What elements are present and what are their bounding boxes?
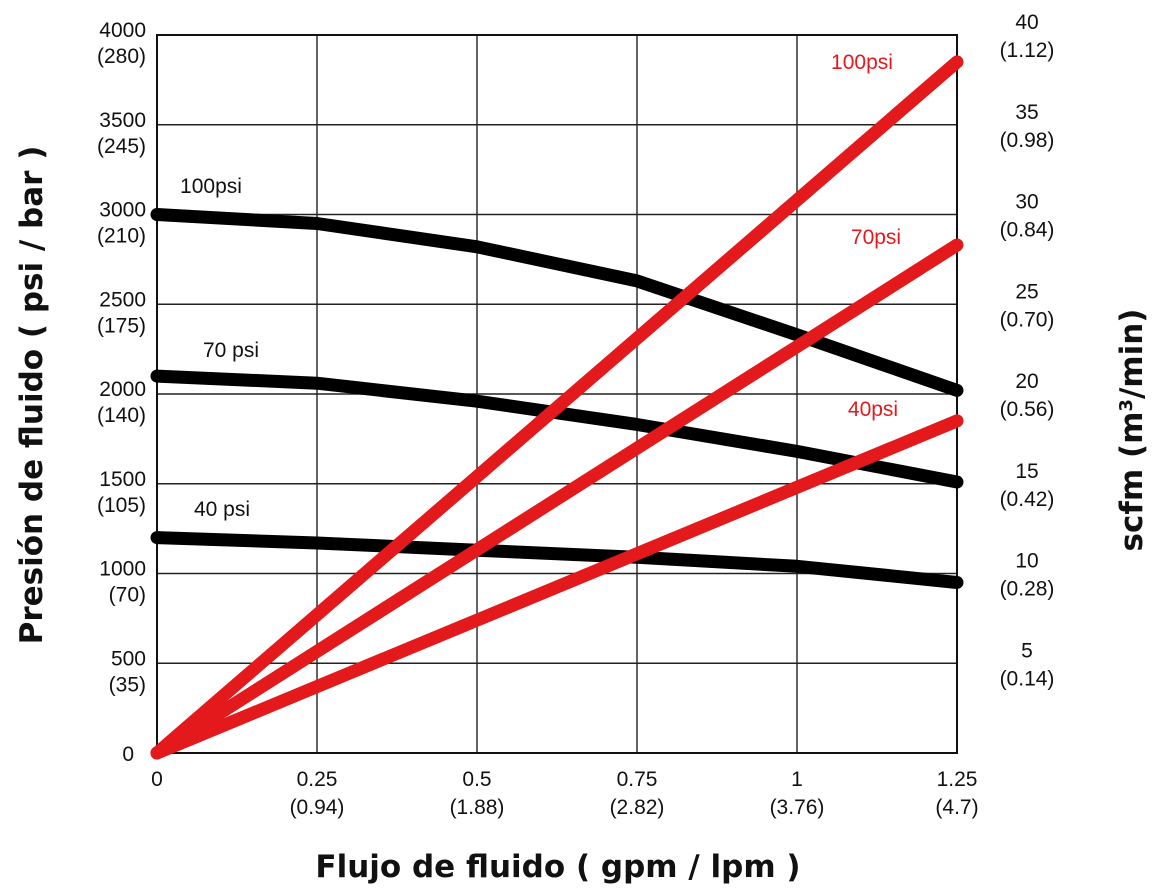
y2-tick-label: 15: [1015, 460, 1038, 483]
x-tick-label: 1: [791, 768, 803, 791]
y2-tick-label: 40: [1015, 11, 1038, 34]
y2-tick-sublabel: (0.28): [1000, 578, 1055, 601]
y2-tick-label: 30: [1015, 191, 1038, 214]
series-line-right-70psi: [150, 238, 964, 760]
y2-tick-sublabel: (0.84): [1000, 219, 1055, 242]
y-tick-label: 1000: [99, 558, 146, 581]
y-tick-sublabel: (35): [109, 673, 146, 696]
y-tick-label: 2000: [99, 378, 146, 401]
y-tick-label: 3500: [99, 109, 146, 132]
series-label: 70psi: [851, 226, 901, 249]
x-tick-sublabel: (1.88): [450, 796, 505, 819]
x-tick-label: 0.5: [462, 768, 491, 791]
y2-tick-label: 35: [1015, 101, 1038, 124]
y2-tick-label: 5: [1021, 639, 1033, 662]
x-tick-sublabel: (4.7): [935, 796, 978, 819]
y-tick-label: 0: [122, 743, 134, 766]
series-line-left-100psi: [150, 208, 964, 397]
x-tick-label: 0.25: [297, 768, 338, 791]
y-tick-sublabel: (245): [97, 135, 146, 158]
y2-axis-title-suffix: /min): [1114, 309, 1150, 400]
y2-tick-sublabel: (0.14): [1000, 667, 1055, 690]
x-tick-label: 1.25: [937, 768, 978, 791]
series-label: 40 psi: [194, 498, 250, 521]
y2-axis-title-sup: 3: [1116, 399, 1137, 412]
y-tick-label: 4000: [99, 19, 146, 42]
y2-tick-sublabel: (0.98): [1000, 129, 1055, 152]
y-tick-sublabel: (175): [97, 314, 146, 337]
y2-tick-sublabel: (0.56): [1000, 398, 1055, 421]
y2-tick-label: 25: [1015, 280, 1038, 303]
y-tick-sublabel: (210): [97, 225, 146, 248]
y2-tick-label: 20: [1015, 370, 1038, 393]
series-label: 100psi: [831, 51, 893, 74]
y2-tick-label: 10: [1015, 550, 1038, 573]
x-tick-sublabel: (0.94): [290, 796, 345, 819]
x-tick-label: 0: [151, 768, 163, 791]
x-tick-sublabel: (2.82): [610, 796, 665, 819]
series-label: 70 psi: [203, 339, 259, 362]
y-tick-sublabel: (280): [97, 45, 146, 68]
series-label: 40psi: [848, 398, 898, 421]
series-layer: [150, 55, 964, 760]
y-axis-title: Presión de fluido ( psi / bar ): [14, 146, 50, 645]
tick-layer: 0 0.25 (0.94) 0.5 (1.88) 0.75 (2.82) 1 (3.76) 1.2…: [97, 11, 1054, 819]
series-line-right-40psi: [150, 414, 964, 760]
x-tick-sublabel: (3.76): [770, 796, 825, 819]
x-tick-label: 0.75: [617, 768, 658, 791]
y2-tick-sublabel: (1.12): [1000, 39, 1055, 62]
series-line-left-40psi: [150, 531, 964, 589]
series-line-right-100psi: [150, 55, 964, 760]
series-label: 100psi: [180, 175, 242, 198]
y2-tick-sublabel: (0.42): [1000, 488, 1055, 511]
y-tick-label: 2500: [99, 288, 146, 311]
y2-tick-sublabel: (0.70): [1000, 308, 1055, 331]
y-tick-sublabel: (105): [97, 494, 146, 517]
y2-axis-title-prefix: scfm (m: [1114, 412, 1150, 552]
y-tick-sublabel: (70): [109, 584, 146, 607]
y-tick-label: 3000: [99, 199, 146, 222]
y-tick-sublabel: (140): [97, 404, 146, 427]
y-tick-label: 500: [111, 647, 146, 670]
series-label-layer: 100psi 70 psi 40 psi 100psi 70psi 40psi: [180, 51, 901, 521]
x-axis-title: Flujo de fluido ( gpm / lpm ): [315, 849, 800, 885]
y-tick-label: 1500: [99, 468, 146, 491]
y2-axis-title: scfm (m3/min): [1114, 309, 1150, 552]
